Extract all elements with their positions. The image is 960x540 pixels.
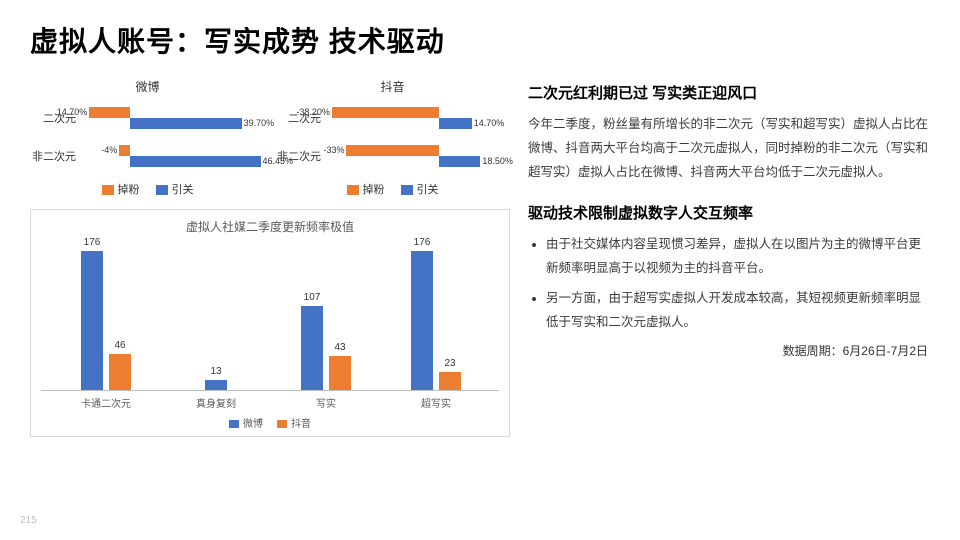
hchart-legend: 掉粉 引关 <box>275 181 510 197</box>
vchart-bar-a: 13 <box>205 380 227 390</box>
legend-swatch-neg <box>102 185 114 195</box>
hchart-bar-area: -33% 18.50% <box>323 145 510 167</box>
legend-swatch-a <box>229 420 239 428</box>
legend-label-neg: 掉粉 <box>363 184 385 196</box>
legend-swatch-pos <box>156 185 168 195</box>
data-period: 数据周期：6月26日-7月2日 <box>528 342 928 359</box>
hchart-value-pos: 14.70% <box>474 118 505 128</box>
hchart-bar-area: -38.20%14.70% <box>323 107 510 129</box>
hchart-row: 非二次元-33%18.50% <box>275 143 510 169</box>
vchart-value: 43 <box>329 342 351 353</box>
legend-label-neg: 掉粉 <box>118 184 140 196</box>
bullet-item: 另一方面，由于超写实虚拟人开发成本较高，其短视频更新频率明显低于写实和二次元虚拟… <box>546 287 928 335</box>
hchart-douyin-title: 抖音 <box>275 78 510 95</box>
legend-label-pos: 引关 <box>417 184 439 196</box>
vchart-group: 13 <box>181 380 251 390</box>
hchart-bar-area: -4%46.45% <box>78 145 265 167</box>
hchart-bar-pos <box>130 118 241 129</box>
vchart-group: 176 23 <box>401 251 471 390</box>
section2-bullets: 由于社交媒体内容呈现惯习差异，虚拟人在以图片为主的微博平台更新频率明显高于以视频… <box>528 233 928 334</box>
hchart-bar-neg <box>332 107 439 118</box>
hchart-bar-neg <box>89 107 130 118</box>
section1-title: 二次元红利期已过 写实类正迎风口 <box>528 82 928 103</box>
vchart-category-label: 卡通二次元 <box>71 395 141 410</box>
hchart-bar-pos <box>130 156 260 167</box>
hchart-row: 二次元-38.20%14.70% <box>275 105 510 131</box>
vchart-group: 107 43 <box>291 306 361 390</box>
legend-label-a: 微博 <box>243 419 263 430</box>
hchart-value-pos: 18.50% <box>482 156 513 166</box>
hchart-row: 非二次元-4%46.45% <box>30 143 265 169</box>
vchart: 虚拟人社媒二季度更新频率极值 176 46 13 107 43 176 23 卡通二次元 真身… <box>30 209 510 437</box>
text-column: 二次元红利期已过 写实类正迎风口 今年二季度，粉丝量有所增长的非二次元（写实和超… <box>528 78 928 437</box>
page-title: 虚拟人账号：写实成势 技术驱动 <box>30 20 930 60</box>
legend-label-pos: 引关 <box>172 184 194 196</box>
bullet-item: 由于社交媒体内容呈现惯习差异，虚拟人在以图片为主的微博平台更新频率明显高于以视频… <box>546 233 928 281</box>
hchart-value-neg: 14.70% <box>57 107 88 117</box>
hchart-legend: 掉粉 引关 <box>30 181 265 197</box>
vchart-value: 176 <box>411 237 433 248</box>
vchart-bar-b: 43 <box>329 356 351 390</box>
charts-column: 微博 二次元14.70%39.70%非二次元-4%46.45% 掉粉 引关 抖音… <box>30 78 510 437</box>
vchart-bar-a: 176 <box>81 251 103 390</box>
vchart-bar-b: 23 <box>439 372 461 390</box>
vchart-category-label: 真身复刻 <box>181 395 251 410</box>
legend-swatch-neg <box>347 185 359 195</box>
section1-para: 今年二季度，粉丝量有所增长的非二次元（写实和超写实）虚拟人占比在微博、抖音两大平… <box>528 113 928 184</box>
hchart-value-neg: -38.20% <box>296 107 330 117</box>
hchart-bar-neg <box>346 145 439 156</box>
hchart-value-pos: 39.70% <box>244 118 275 128</box>
hchart-row-label: 非二次元 <box>30 148 78 164</box>
vchart-title: 虚拟人社媒二季度更新频率极值 <box>41 218 499 235</box>
hchart-value-neg: -4% <box>101 145 117 155</box>
legend-label-b: 抖音 <box>291 419 311 430</box>
hchart-row: 二次元14.70%39.70% <box>30 105 265 131</box>
hchart-weibo: 微博 二次元14.70%39.70% 非二次元-4%46.45% 掉粉 引关 <box>30 78 265 197</box>
vchart-value: 23 <box>439 358 461 369</box>
hchart-weibo-title: 微博 <box>30 78 265 95</box>
legend-swatch-pos <box>401 185 413 195</box>
hchart-value-pos: 46.45% <box>263 156 294 166</box>
hchart-bar-pos <box>439 156 481 167</box>
vchart-bar-a: 107 <box>301 306 323 390</box>
vchart-bar-a: 176 <box>411 251 433 390</box>
hchart-bar-pos <box>439 118 472 129</box>
legend-swatch-b <box>277 420 287 428</box>
section2-title: 驱动技术限制虚拟数字人交互频率 <box>528 202 928 223</box>
vchart-bar-b: 46 <box>109 354 131 390</box>
vchart-value: 176 <box>81 237 103 248</box>
vchart-category-label: 超写实 <box>401 395 471 410</box>
vchart-value: 46 <box>109 340 131 351</box>
hchart-value-neg: -33% <box>324 145 345 155</box>
hchart-bar-neg <box>119 145 130 156</box>
page-number: 215 <box>20 515 37 526</box>
vchart-category-label: 写实 <box>291 395 361 410</box>
hchart-bar-area: 14.70%39.70% <box>78 107 265 129</box>
vchart-value: 13 <box>205 366 227 377</box>
hchart-douyin: 抖音 二次元-38.20%14.70%非二次元-33%18.50% 掉粉 引关 <box>275 78 510 197</box>
vchart-group: 176 46 <box>71 251 141 390</box>
vchart-value: 107 <box>301 292 323 303</box>
vchart-legend: 微博 抖音 <box>41 415 499 430</box>
